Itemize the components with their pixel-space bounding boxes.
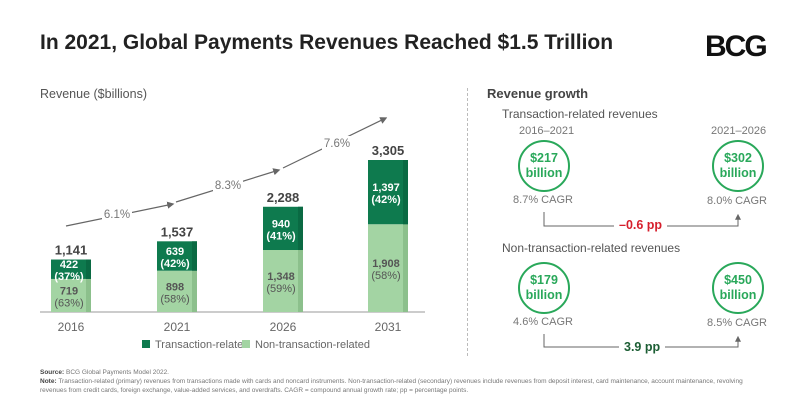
growth-label: 7.6% [324,138,350,150]
non-transaction-right-circle: $450 billion [712,262,764,314]
period-right: 2021–2026 [711,125,767,137]
growth-label-bg [322,136,352,150]
page-title: In 2021, Global Payments Revenues Reache… [40,31,614,54]
note-label: Note: [40,378,57,385]
bar-non-transaction [157,270,197,312]
period-left: 2016–2021 [519,125,575,137]
legend-label-transaction: Transaction-related [155,339,249,351]
bar-share-transaction: (37%) [54,271,84,283]
unit: billion [525,166,563,180]
bar-value-transaction: 639 [166,246,184,258]
bar-share-non-transaction: (58%) [160,293,189,305]
bar-non-transaction [263,250,303,312]
legend-label-non-transaction: Non-transaction-related [255,339,370,351]
bar-transaction [51,259,91,279]
divider [467,88,468,356]
bar-value-transaction: 422 [60,259,78,271]
growth-label: 8.3% [215,180,241,192]
y-axis-label: Revenue ($billions) [40,87,148,101]
bar-total: 1,537 [161,224,194,239]
growth-label-bg [102,207,132,221]
amount: $179 [530,273,558,287]
bar-total: 3,305 [372,143,405,158]
bar-share-non-transaction: (59%) [266,283,295,295]
bar-value-transaction: 940 [272,218,290,230]
bcg-logo: BCG [705,30,768,63]
bar-shade [86,278,91,312]
x-tick-label: 2026 [270,320,297,334]
bar-shade [298,250,303,312]
bar-value-transaction: 1,397 [372,182,400,194]
bar-share-transaction: (41%) [266,230,296,242]
amount: $302 [724,151,752,165]
bar-shade [86,259,91,279]
growth-label: 6.1% [104,209,130,221]
bar-value-non-transaction: 1,908 [372,258,400,270]
bar-value-non-transaction: 719 [60,285,78,297]
x-tick-label: 2016 [58,320,85,334]
unit: billion [719,166,757,180]
bar-shade [298,206,303,251]
source-text: BCG Global Payments Model 2022. [66,369,169,376]
bar-value-non-transaction: 898 [166,281,184,293]
unit: billion [719,288,757,302]
legend-swatch-transaction [142,340,150,348]
growth-heading: Revenue growth [487,86,589,101]
transaction-left-circle: $217 billion [518,140,570,192]
transaction-cagr-diff: –0.6 pp [614,218,668,232]
x-tick-label: 2031 [375,320,402,334]
non-transaction-left-cagr: 4.6% CAGR [513,316,573,328]
bar-transaction [368,160,408,225]
bar-shade [192,270,197,312]
source-label: Source: [40,369,65,376]
legend-swatch-non-transaction [242,340,250,348]
non-transaction-cagr-diff: 3.9 pp [619,340,666,354]
non-transaction-growth-label: Non-transaction-related revenues [502,241,681,255]
bar-share-transaction: (42%) [160,258,190,270]
transaction-left-cagr: 8.7% CAGR [513,194,573,206]
transaction-right-cagr: 8.0% CAGR [707,195,767,207]
bar-share-transaction: (42%) [371,194,401,206]
bar-total: 2,288 [267,190,300,205]
bar-transaction [157,241,197,271]
bar-transaction [263,206,303,251]
non-transaction-right-cagr: 8.5% CAGR [707,317,767,329]
bar-value-non-transaction: 1,348 [267,271,295,283]
unit: billion [525,288,563,302]
note-text: Transaction-related (primary) revenues f… [40,378,743,394]
amount: $450 [724,273,752,287]
growth-label-bg [213,178,243,192]
transaction-growth-label: Transaction-related revenues [502,107,658,121]
non-transaction-left-circle: $179 billion [518,262,570,314]
bar-shade [403,160,408,225]
bar-shade [403,224,408,312]
bar-shade [192,241,197,271]
transaction-right-circle: $302 billion [712,140,764,192]
bar-total: 1,141 [55,243,88,258]
bar-non-transaction [51,278,91,312]
amount: $217 [530,151,558,165]
footnote: Source: BCG Global Payments Model 2022. … [40,368,770,395]
bar-share-non-transaction: (58%) [371,270,400,282]
bar-non-transaction [368,224,408,312]
bar-share-non-transaction: (63%) [54,297,83,309]
x-tick-label: 2021 [164,320,191,334]
